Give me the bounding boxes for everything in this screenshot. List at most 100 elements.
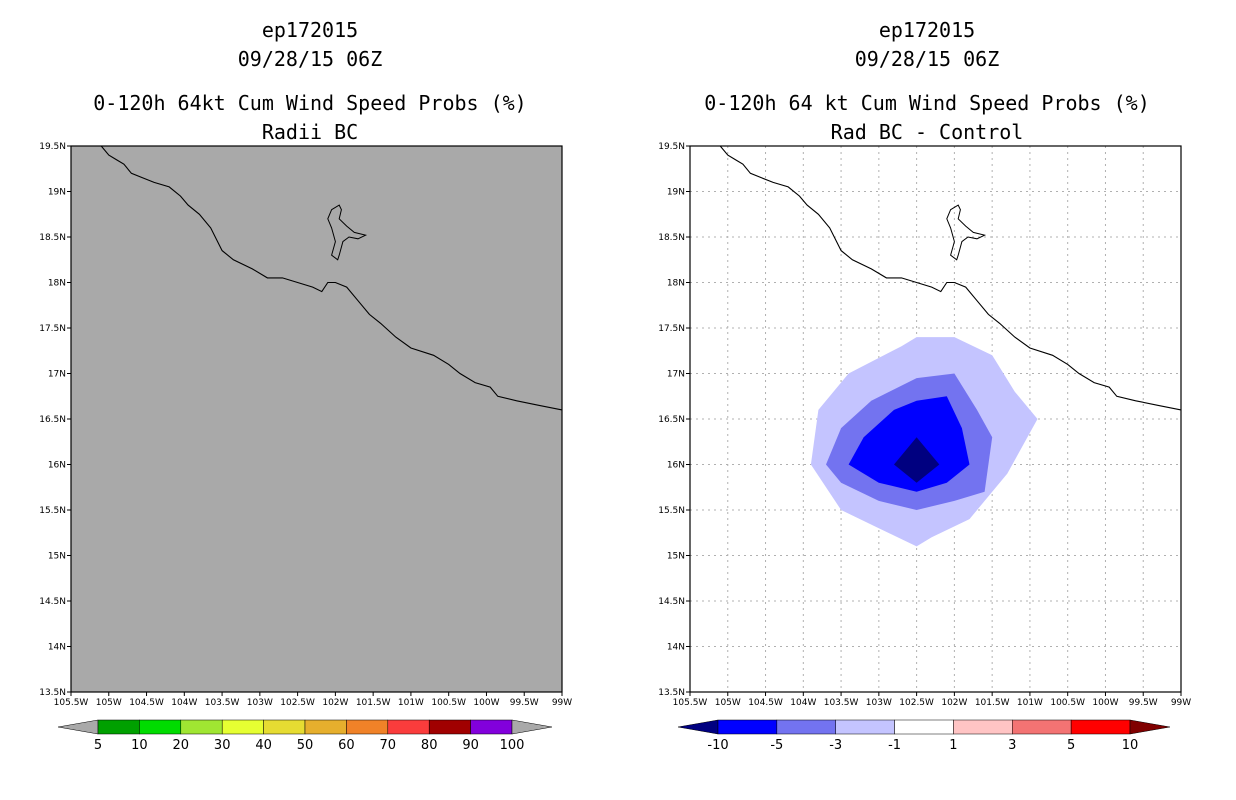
right-x-tick-label: 99W	[1171, 698, 1191, 708]
right-colorbar: -10 -5 -3 -1 1 3 5 10	[677, 719, 1171, 753]
right-colorbar-swatch	[894, 719, 954, 735]
right-y-tick-label: 15N	[667, 552, 685, 562]
left-colorbar-label: 80	[421, 738, 438, 753]
right-y-tick-label: 16.5N	[658, 415, 685, 425]
left-colorbar-label: 100	[500, 738, 525, 753]
right-x-tick-label: 104W	[790, 698, 816, 708]
left-colorbar-swatch	[387, 719, 430, 735]
left-colorbar-high-arrow	[511, 719, 553, 735]
left-colorbar-label: 40	[255, 738, 272, 753]
right-colorbar-label: -5	[770, 738, 783, 753]
right-colorbar-swatch	[953, 719, 1013, 735]
right-colorbar-swatch	[1070, 719, 1131, 735]
right-x-tick-label: 105W	[715, 698, 741, 708]
left-y-tick-label: 17.5N	[39, 324, 66, 334]
right-y-tick-label: 19.5N	[658, 142, 685, 152]
left-colorbar-swatch	[304, 719, 347, 735]
right-map-plot: 105.5W 105W 104.5W 104W 103.5W 103W 102.5W 102W…	[658, 142, 1191, 708]
left-lake-outline	[327, 204, 368, 261]
left-colorbar-label: 50	[297, 738, 314, 753]
left-x-tick-label: 99W	[552, 698, 572, 708]
right-x-tick-label: 101.5W	[975, 698, 1010, 708]
left-x-tick-label: 103W	[247, 698, 273, 708]
left-colorbar-label: 20	[173, 738, 190, 753]
right-coastline	[719, 145, 1182, 411]
right-x-tick-label: 105.5W	[673, 698, 708, 708]
right-y-tick-label: 15.5N	[658, 506, 685, 516]
left-coastline	[100, 145, 563, 411]
right-colorbar-swatch	[717, 719, 778, 735]
left-colorbar: 5 10 20 30 40 50 60 70 80 90 100	[57, 719, 553, 753]
right-title-line-1: ep172015	[879, 18, 975, 42]
left-title-line-4: Radii BC	[262, 120, 358, 144]
left-colorbar-label: 70	[380, 738, 397, 753]
left-title-line-2: 09/28/15 06Z	[238, 47, 383, 71]
left-y-tick-label: 16N	[48, 461, 66, 471]
left-y-tick-label: 19N	[48, 188, 66, 198]
right-x-tick-label: 101W	[1017, 698, 1043, 708]
right-x-tick-label: 103.5W	[824, 698, 859, 708]
right-colorbar-low-arrow	[677, 719, 719, 735]
right-y-tick-label: 17.5N	[658, 324, 685, 334]
right-colorbar-label: -3	[829, 738, 842, 753]
right-x-tick-label: 100W	[1092, 698, 1118, 708]
right-colorbar-swatch	[776, 719, 836, 735]
right-y-tick-label: 13.5N	[658, 688, 685, 698]
left-x-tick-label: 99.5W	[510, 698, 539, 708]
left-x-tick-label: 105W	[96, 698, 122, 708]
left-colorbar-label: 60	[338, 738, 355, 753]
left-colorbar-swatch	[428, 719, 471, 735]
right-colorbar-swatch	[1012, 719, 1072, 735]
right-colorbar-label: -10	[707, 738, 728, 753]
left-y-tick-label: 17N	[48, 370, 66, 380]
left-colorbar-swatch	[221, 719, 264, 735]
right-y-tick-label: 18N	[667, 279, 685, 289]
left-title: ep172015 09/28/15 06Z 0-120h 64kt Cum Wi…	[93, 18, 526, 144]
left-y-tick-label: 18.5N	[39, 233, 66, 243]
left-prob-field	[71, 146, 562, 692]
left-x-tick-label: 102.5W	[280, 698, 315, 708]
right-title-line-4: Rad BC - Control	[831, 120, 1024, 144]
left-x-tick-label: 104W	[171, 698, 197, 708]
right-contour-3	[848, 396, 970, 492]
left-colorbar-label: 10	[131, 738, 148, 753]
left-colorbar-swatch	[470, 719, 513, 735]
left-colorbar-low-arrow	[57, 719, 99, 735]
left-x-tick-label: 102W	[322, 698, 348, 708]
left-y-tick-label: 19.5N	[39, 142, 66, 152]
left-map-plot: 105.5W 105W 104.5W 104W 103.5W 103W 102.5W 102W…	[39, 142, 572, 708]
left-colorbar-label: 30	[214, 738, 231, 753]
right-x-tick-label: 100.5W	[1050, 698, 1085, 708]
left-x-tick-label: 103.5W	[205, 698, 240, 708]
right-title: ep172015 09/28/15 06Z 0-120h 64 kt Cum W…	[704, 18, 1150, 144]
left-y-tick-label: 15.5N	[39, 506, 66, 516]
right-y-tick-label: 17N	[667, 370, 685, 380]
right-y-tick-label: 19N	[667, 188, 685, 198]
right-title-line-2: 09/28/15 06Z	[855, 47, 1000, 71]
left-title-line-1: ep172015	[262, 18, 358, 42]
left-x-tick-label: 105.5W	[54, 698, 89, 708]
left-y-tick-label: 16.5N	[39, 415, 66, 425]
right-y-tick-label: 14.5N	[658, 597, 685, 607]
right-y-tick-label: 14N	[667, 643, 685, 653]
left-colorbar-label: 5	[94, 738, 102, 753]
right-x-tick-label: 104.5W	[748, 698, 783, 708]
right-colorbar-label: 3	[1008, 738, 1016, 753]
left-y-tick-label: 18N	[48, 279, 66, 289]
right-y-tick-label: 18.5N	[658, 233, 685, 243]
right-colorbar-label: -1	[888, 738, 901, 753]
right-y-tick-label: 16N	[667, 461, 685, 471]
right-title-line-3: 0-120h 64 kt Cum Wind Speed Probs (%)	[704, 91, 1150, 115]
left-colorbar-swatch	[346, 719, 389, 735]
left-x-tick-label: 100W	[473, 698, 499, 708]
left-x-tick-label: 101W	[398, 698, 424, 708]
right-lake-outline	[946, 204, 987, 261]
left-y-tick-label: 15N	[48, 552, 66, 562]
left-colorbar-swatch	[180, 719, 223, 735]
left-y-tick-label: 14N	[48, 643, 66, 653]
right-colorbar-label: 5	[1067, 738, 1075, 753]
right-colorbar-high-arrow	[1129, 719, 1171, 735]
left-x-tick-label: 101.5W	[356, 698, 391, 708]
right-contour-4	[894, 437, 940, 483]
left-y-tick-label: 14.5N	[39, 597, 66, 607]
